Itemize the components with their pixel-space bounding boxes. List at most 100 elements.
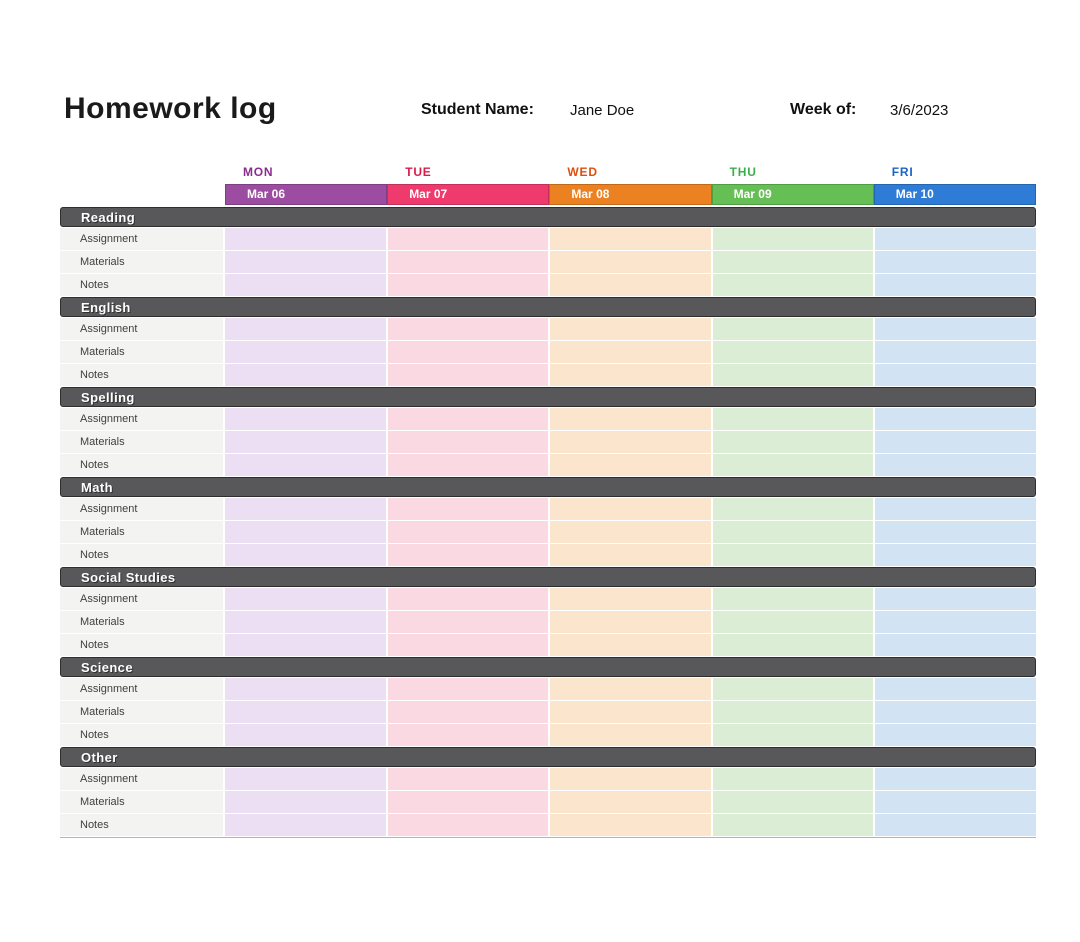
entry-cell-spelling-assignment-fri[interactable]	[875, 408, 1036, 430]
entry-cell-science-materials-tue[interactable]	[387, 701, 549, 723]
entry-cell-social-studies-notes-tue[interactable]	[387, 634, 549, 656]
entry-cell-spelling-assignment-tue[interactable]	[387, 408, 549, 430]
entry-cell-science-assignment-fri[interactable]	[875, 678, 1036, 700]
entry-cell-science-assignment-tue[interactable]	[387, 678, 549, 700]
entry-cell-spelling-notes-mon[interactable]	[225, 454, 386, 476]
entry-cell-social-studies-assignment-tue[interactable]	[387, 588, 549, 610]
entry-cell-social-studies-materials-tue[interactable]	[387, 611, 549, 633]
entry-cell-math-assignment-wed[interactable]	[550, 498, 711, 520]
entry-cell-math-assignment-tue[interactable]	[387, 498, 549, 520]
entry-cell-spelling-notes-wed[interactable]	[550, 454, 711, 476]
entry-cell-reading-assignment-wed[interactable]	[550, 228, 711, 250]
entry-cell-math-notes-tue[interactable]	[387, 544, 549, 566]
entry-cell-english-assignment-wed[interactable]	[550, 318, 711, 340]
entry-cell-science-materials-mon[interactable]	[225, 701, 386, 723]
entry-cell-social-studies-assignment-wed[interactable]	[550, 588, 711, 610]
entry-cell-spelling-materials-wed[interactable]	[550, 431, 711, 453]
entry-cell-english-materials-fri[interactable]	[875, 341, 1036, 363]
entry-cell-spelling-materials-tue[interactable]	[387, 431, 549, 453]
entry-cell-other-materials-mon[interactable]	[225, 791, 386, 813]
entry-cell-spelling-materials-fri[interactable]	[875, 431, 1036, 453]
entry-cell-english-assignment-thu[interactable]	[712, 318, 874, 340]
entry-cell-other-materials-wed[interactable]	[550, 791, 711, 813]
entry-cell-english-assignment-tue[interactable]	[387, 318, 549, 340]
entry-cell-english-materials-wed[interactable]	[550, 341, 711, 363]
entry-cell-spelling-materials-mon[interactable]	[225, 431, 386, 453]
entry-cell-other-notes-mon[interactable]	[225, 814, 386, 836]
entry-cell-reading-materials-wed[interactable]	[550, 251, 711, 273]
entry-cell-science-assignment-thu[interactable]	[712, 678, 874, 700]
entry-cell-social-studies-assignment-thu[interactable]	[712, 588, 874, 610]
entry-cell-other-materials-tue[interactable]	[387, 791, 549, 813]
entry-cell-math-notes-mon[interactable]	[225, 544, 386, 566]
entry-cell-social-studies-notes-mon[interactable]	[225, 634, 386, 656]
entry-cell-science-materials-fri[interactable]	[875, 701, 1036, 723]
entry-cell-math-materials-fri[interactable]	[875, 521, 1036, 543]
entry-cell-social-studies-assignment-fri[interactable]	[875, 588, 1036, 610]
entry-cell-science-notes-mon[interactable]	[225, 724, 386, 746]
entry-cell-social-studies-materials-thu[interactable]	[712, 611, 874, 633]
entry-cell-science-notes-tue[interactable]	[387, 724, 549, 746]
entry-cell-spelling-notes-tue[interactable]	[387, 454, 549, 476]
entry-cell-other-assignment-mon[interactable]	[225, 768, 386, 790]
entry-cell-math-assignment-thu[interactable]	[712, 498, 874, 520]
entry-cell-reading-materials-mon[interactable]	[225, 251, 386, 273]
entry-cell-english-notes-fri[interactable]	[875, 364, 1036, 386]
entry-cell-english-notes-tue[interactable]	[387, 364, 549, 386]
entry-cell-english-notes-mon[interactable]	[225, 364, 386, 386]
week-of-value[interactable]: 3/6/2023	[890, 102, 949, 119]
entry-cell-english-assignment-fri[interactable]	[875, 318, 1036, 340]
entry-cell-other-notes-thu[interactable]	[712, 814, 874, 836]
entry-cell-science-assignment-mon[interactable]	[225, 678, 386, 700]
entry-cell-social-studies-notes-thu[interactable]	[712, 634, 874, 656]
entry-cell-math-notes-wed[interactable]	[550, 544, 711, 566]
entry-cell-math-assignment-mon[interactable]	[225, 498, 386, 520]
entry-cell-english-materials-tue[interactable]	[387, 341, 549, 363]
entry-cell-math-materials-tue[interactable]	[387, 521, 549, 543]
entry-cell-science-notes-wed[interactable]	[550, 724, 711, 746]
entry-cell-reading-notes-fri[interactable]	[875, 274, 1036, 296]
entry-cell-science-materials-thu[interactable]	[712, 701, 874, 723]
entry-cell-reading-materials-tue[interactable]	[387, 251, 549, 273]
entry-cell-math-notes-fri[interactable]	[875, 544, 1036, 566]
entry-cell-social-studies-assignment-mon[interactable]	[225, 588, 386, 610]
entry-cell-math-assignment-fri[interactable]	[875, 498, 1036, 520]
entry-cell-other-materials-fri[interactable]	[875, 791, 1036, 813]
entry-cell-reading-notes-tue[interactable]	[387, 274, 549, 296]
entry-cell-other-assignment-wed[interactable]	[550, 768, 711, 790]
entry-cell-reading-materials-thu[interactable]	[712, 251, 874, 273]
entry-cell-science-materials-wed[interactable]	[550, 701, 711, 723]
entry-cell-spelling-assignment-mon[interactable]	[225, 408, 386, 430]
entry-cell-spelling-assignment-thu[interactable]	[712, 408, 874, 430]
entry-cell-reading-materials-fri[interactable]	[875, 251, 1036, 273]
entry-cell-english-materials-thu[interactable]	[712, 341, 874, 363]
entry-cell-other-assignment-thu[interactable]	[712, 768, 874, 790]
entry-cell-social-studies-notes-wed[interactable]	[550, 634, 711, 656]
entry-cell-english-materials-mon[interactable]	[225, 341, 386, 363]
entry-cell-reading-assignment-mon[interactable]	[225, 228, 386, 250]
entry-cell-other-notes-tue[interactable]	[387, 814, 549, 836]
entry-cell-other-assignment-fri[interactable]	[875, 768, 1036, 790]
student-name-value[interactable]: Jane Doe	[570, 102, 635, 119]
entry-cell-social-studies-materials-fri[interactable]	[875, 611, 1036, 633]
entry-cell-math-materials-mon[interactable]	[225, 521, 386, 543]
entry-cell-reading-assignment-thu[interactable]	[712, 228, 874, 250]
entry-cell-spelling-notes-fri[interactable]	[875, 454, 1036, 476]
entry-cell-english-notes-wed[interactable]	[550, 364, 711, 386]
entry-cell-other-notes-fri[interactable]	[875, 814, 1036, 836]
entry-cell-english-notes-thu[interactable]	[712, 364, 874, 386]
entry-cell-science-notes-fri[interactable]	[875, 724, 1036, 746]
entry-cell-other-assignment-tue[interactable]	[387, 768, 549, 790]
entry-cell-math-materials-thu[interactable]	[712, 521, 874, 543]
entry-cell-other-notes-wed[interactable]	[550, 814, 711, 836]
entry-cell-science-notes-thu[interactable]	[712, 724, 874, 746]
entry-cell-social-studies-materials-wed[interactable]	[550, 611, 711, 633]
entry-cell-social-studies-materials-mon[interactable]	[225, 611, 386, 633]
entry-cell-reading-assignment-fri[interactable]	[875, 228, 1036, 250]
entry-cell-math-materials-wed[interactable]	[550, 521, 711, 543]
entry-cell-other-materials-thu[interactable]	[712, 791, 874, 813]
entry-cell-english-assignment-mon[interactable]	[225, 318, 386, 340]
entry-cell-science-assignment-wed[interactable]	[550, 678, 711, 700]
entry-cell-reading-notes-mon[interactable]	[225, 274, 386, 296]
entry-cell-social-studies-notes-fri[interactable]	[875, 634, 1036, 656]
